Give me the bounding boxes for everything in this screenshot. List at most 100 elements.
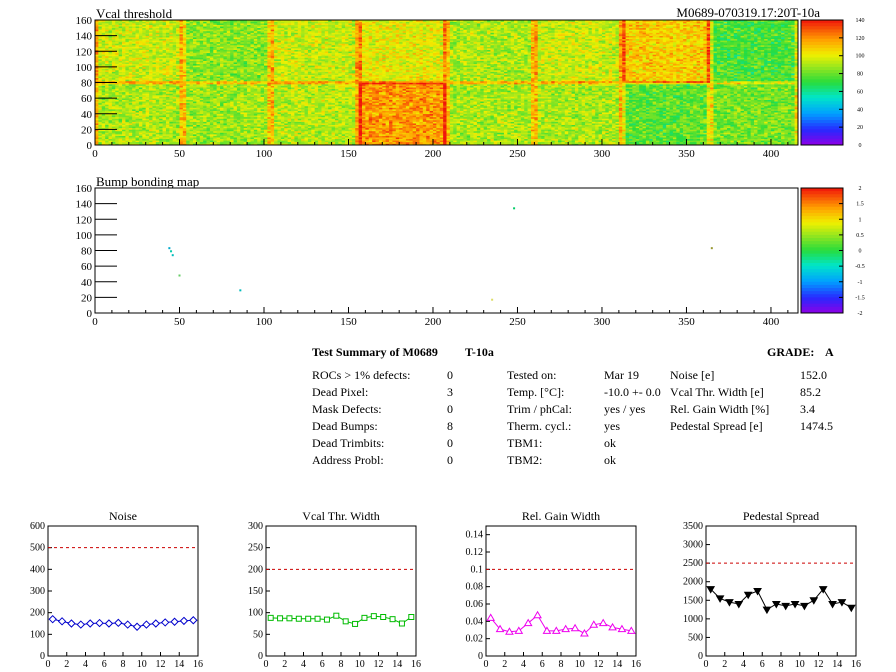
point-3-10 <box>800 602 809 611</box>
point-0-13 <box>170 617 179 626</box>
palette-band <box>801 247 843 251</box>
palette-band <box>801 135 843 140</box>
summary-title: Test Summary of M0689 <box>312 345 438 360</box>
point-2-6 <box>542 626 552 634</box>
point-3-13 <box>828 601 837 609</box>
series-line-2 <box>490 614 632 635</box>
palette-band <box>801 110 843 115</box>
plot-x-label-3-1: 2 <box>722 659 727 670</box>
point-2-7 <box>551 626 561 634</box>
y-tick-label-0-5: 100 <box>76 62 93 74</box>
plot-y-label-3-3: 1500 <box>683 595 703 606</box>
bump-point-5 <box>491 298 494 301</box>
palette-band <box>801 57 843 62</box>
x-tick-label-0-6: 300 <box>594 148 611 160</box>
metrics-col-label-2: Rel. Gain Width [%] <box>670 402 770 416</box>
plot-frame-1 <box>265 525 417 657</box>
summary-plot-0: Noise 0 2 4 6 8 10 12 14 16 0 100 200 300 400 500 600 <box>30 509 203 670</box>
x-tick-label-1-5: 250 <box>509 316 526 328</box>
plot-title-0: Noise <box>109 509 137 523</box>
plot-y-label-0-1: 100 <box>30 629 45 640</box>
palette-band <box>801 306 843 311</box>
plot-x-label-3-8: 16 <box>851 659 861 670</box>
palette-band <box>801 225 843 230</box>
palette-band <box>801 70 843 74</box>
metrics-col-value-3: 1474.5 <box>800 419 833 433</box>
metrics-col-label-3: Pedestal Spread [e] <box>670 419 763 433</box>
defects-col-label-1: Dead Pixel: <box>312 385 369 399</box>
palette-band <box>801 278 843 283</box>
point-2-3 <box>514 626 524 634</box>
x-tick-label-0-1: 50 <box>174 148 186 160</box>
y-tick-label-0-8: 160 <box>76 15 93 27</box>
point-1-4 <box>305 615 312 622</box>
point-0-11 <box>151 619 161 628</box>
point-0-6 <box>104 619 114 628</box>
plot-x-label-2-1: 2 <box>502 659 507 670</box>
plot-title-2: Rel. Gain Width <box>522 509 600 523</box>
point-0-7 <box>114 618 123 628</box>
plot-x-label-1-4: 8 <box>339 659 344 670</box>
defects-col-value-0: 0 <box>447 368 453 382</box>
point-0-2 <box>67 619 76 628</box>
palette-band <box>801 113 843 118</box>
conditions-col-label-4: TBM1: <box>507 436 543 450</box>
palette-label-0-2: 40 <box>857 107 863 113</box>
palette-label-0-5: 100 <box>856 54 865 60</box>
point-1-10 <box>361 614 368 621</box>
plot-x-label-1-3: 6 <box>320 659 325 670</box>
plot-x-label-3-6: 12 <box>814 659 824 670</box>
point-0-4 <box>85 619 95 628</box>
y-tick-label-0-2: 40 <box>81 109 93 121</box>
point-3-1 <box>715 595 725 603</box>
plot-x-label-2-8: 16 <box>631 659 641 670</box>
point-2-0 <box>486 613 496 621</box>
plot-y-label-1-2: 100 <box>248 608 263 619</box>
series-line-3 <box>710 588 852 611</box>
palette-band <box>801 91 843 96</box>
plot-x-label-1-8: 16 <box>411 659 421 670</box>
x-tick-label-0-2: 100 <box>256 148 273 160</box>
map-title-1: Bump bonding map <box>96 174 199 189</box>
y-tick-label-0-1: 20 <box>81 124 93 136</box>
x-tick-label-0-4: 200 <box>425 148 442 160</box>
palette-band <box>801 54 843 58</box>
palette-band <box>801 231 843 236</box>
plot-x-label-2-0: 0 <box>484 659 489 670</box>
heatmap-cells <box>95 20 799 146</box>
defects-col-label-5: Address Probl: <box>312 453 384 467</box>
point-1-13 <box>389 616 396 623</box>
y-tick-label-1-4: 80 <box>81 246 93 258</box>
point-2-15 <box>626 626 636 634</box>
point-1-7 <box>333 612 340 619</box>
summary-plot-3: Pedestal Spread 0 2 4 6 8 10 12 14 16 0 500 1000 1500… <box>683 509 861 670</box>
map-0: 0 50 100 150 200 250 300 350 4000204060801001201… <box>76 6 865 160</box>
point-1-14 <box>398 620 405 627</box>
palette-band <box>801 76 843 80</box>
point-2-9 <box>570 623 580 632</box>
plot-y-label-2-6: 0.12 <box>466 547 484 558</box>
point-3-15 <box>846 604 856 613</box>
palette-label-1-4: 0 <box>859 249 862 255</box>
plot-y-label-1-6: 300 <box>248 521 263 532</box>
palette-label-1-3: 0.5 <box>856 233 864 239</box>
palette-band <box>801 203 843 208</box>
plot-y-label-1-0: 0 <box>258 651 263 662</box>
x-tick-label-1-8: 400 <box>763 316 780 328</box>
metrics-col-value-2: 3.4 <box>800 402 815 416</box>
bump-point-7 <box>710 247 713 250</box>
palette-label-1-7: -1.5 <box>855 295 865 301</box>
palette-band <box>801 206 843 211</box>
palette-band <box>801 281 843 286</box>
plot-y-label-1-5: 250 <box>248 543 263 554</box>
palette-label-0-7: 140 <box>856 18 865 24</box>
x-tick-label-1-0: 0 <box>92 316 98 328</box>
defects-col-value-3: 8 <box>447 419 453 433</box>
plot-title-1: Vcal Thr. Width <box>302 509 379 523</box>
palette-band <box>801 234 843 239</box>
plot-x-label-0-7: 14 <box>174 659 184 670</box>
x-tick-label-1-7: 350 <box>678 316 695 328</box>
bump-point-6 <box>513 207 516 210</box>
point-0-3 <box>76 620 86 629</box>
plot-x-label-2-3: 6 <box>540 659 545 670</box>
